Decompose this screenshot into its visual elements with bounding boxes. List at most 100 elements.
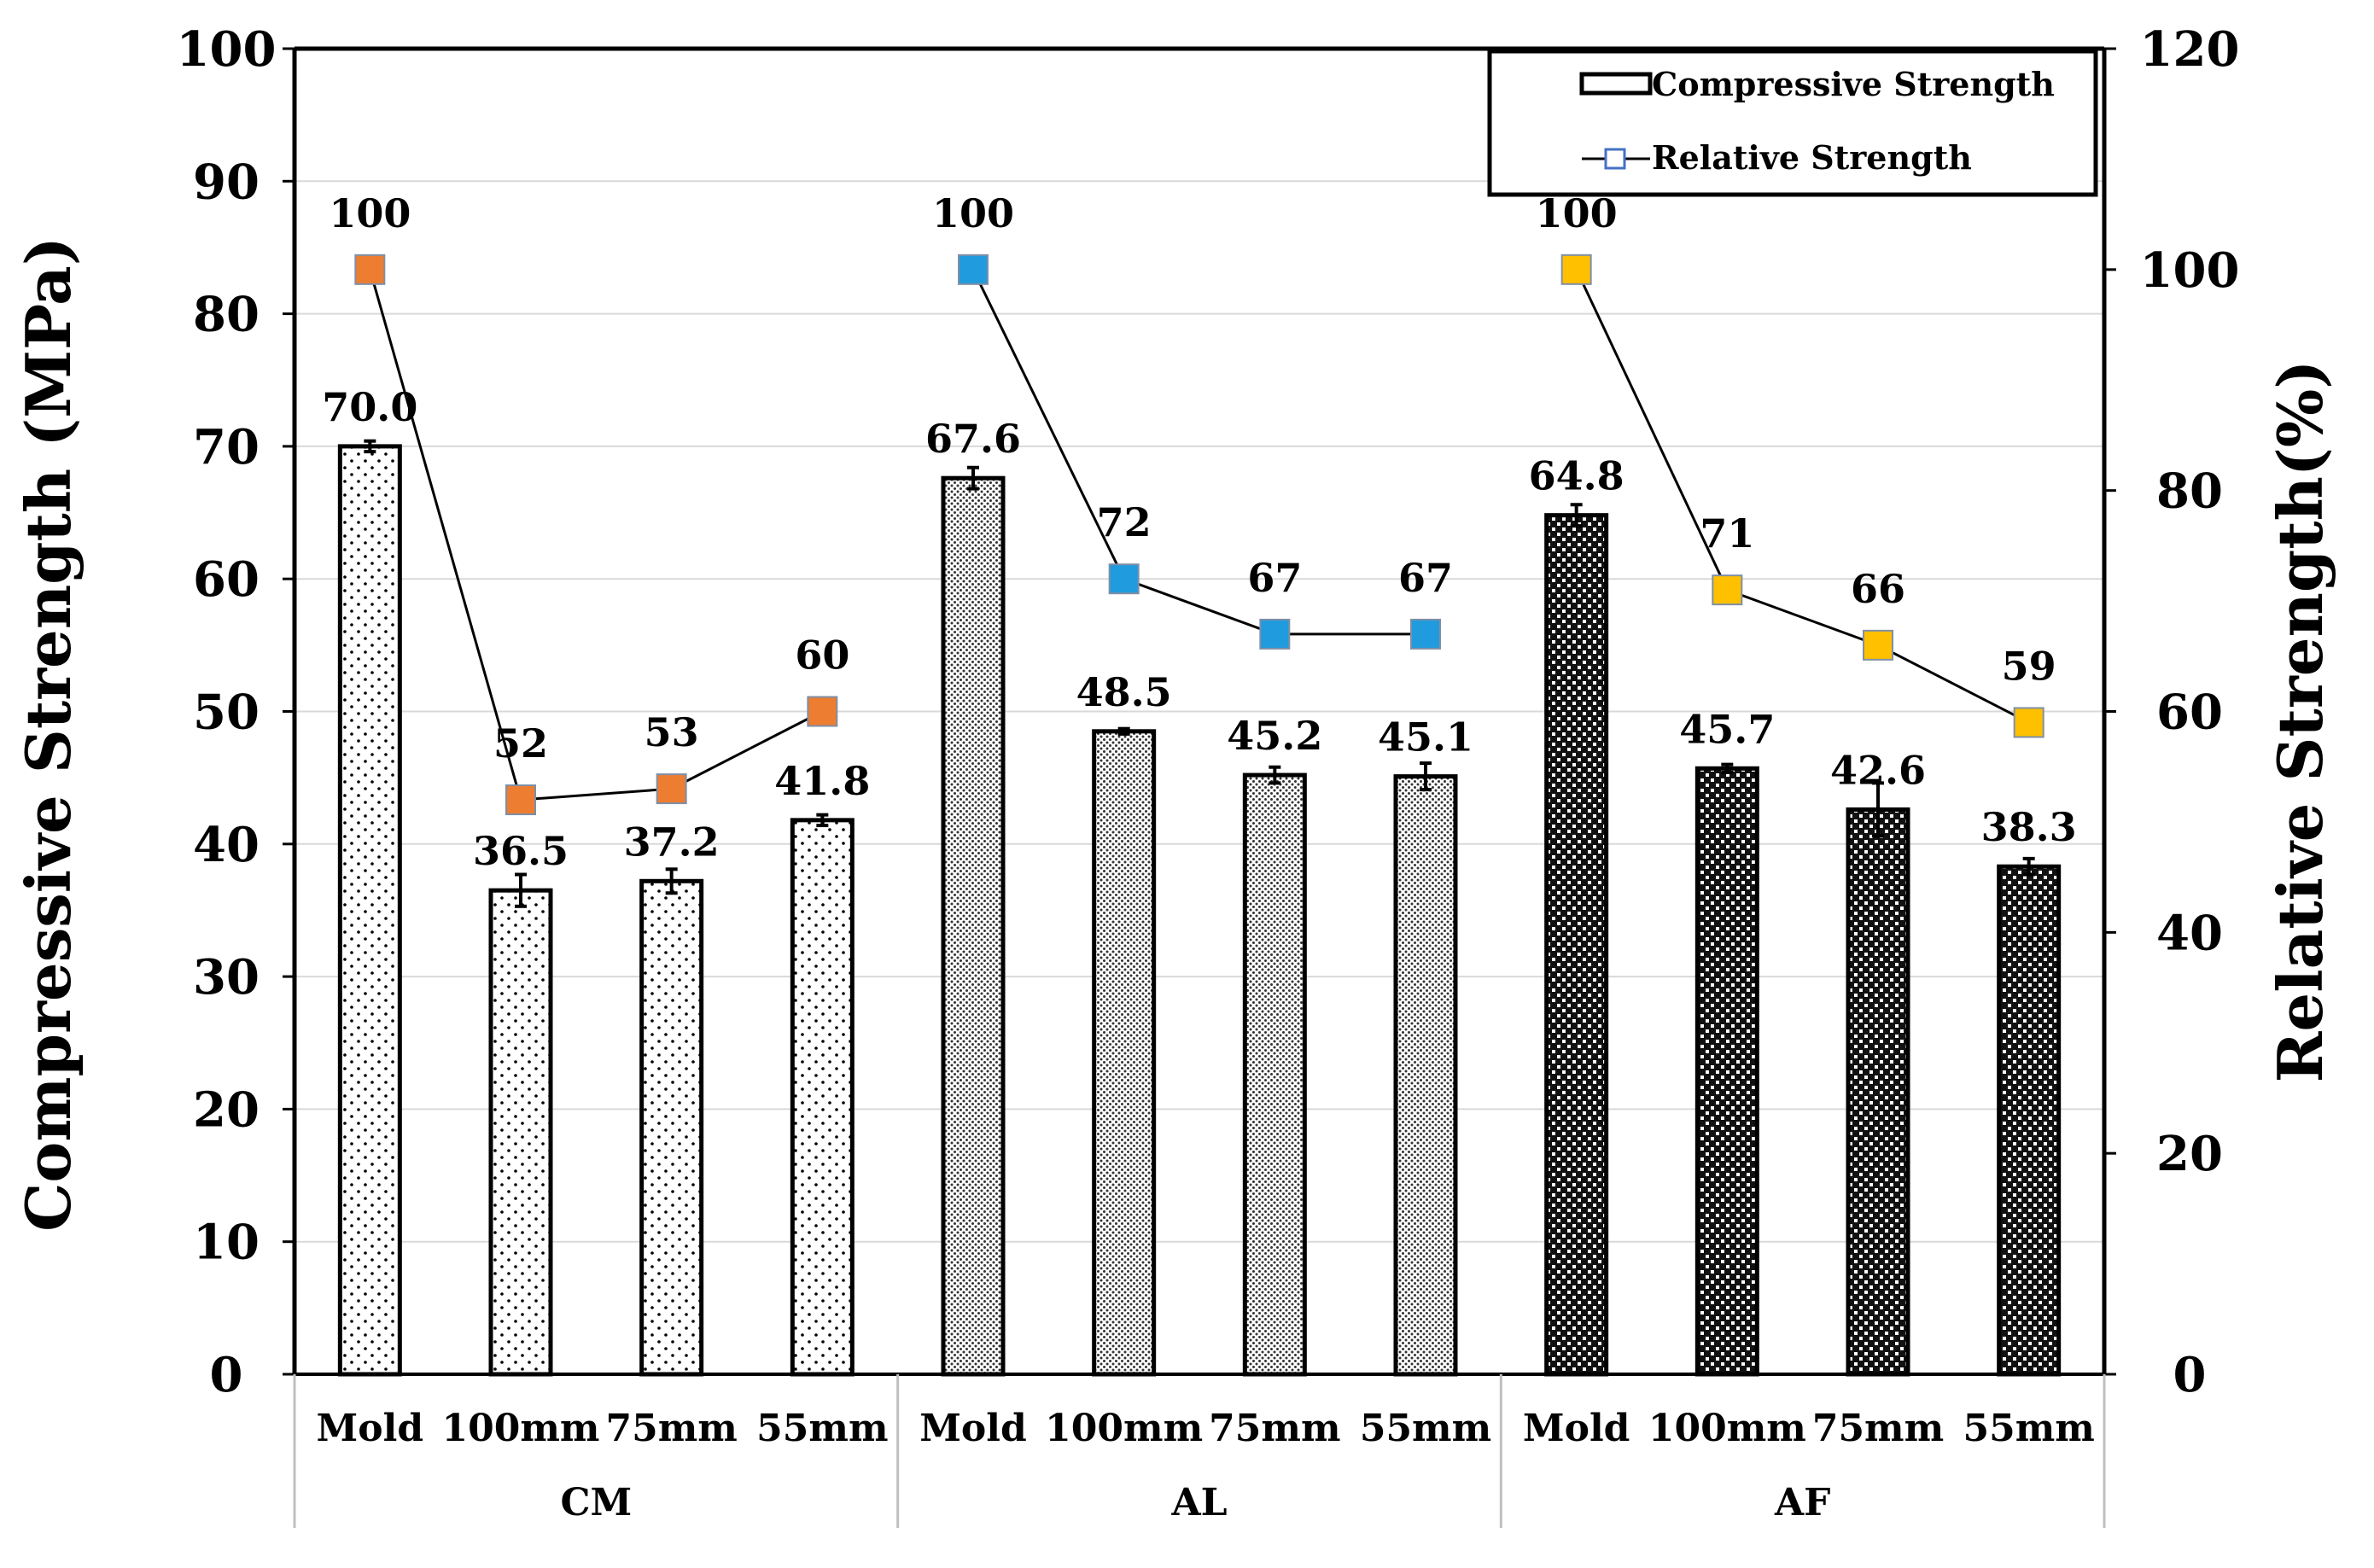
y-tick-label: 90 (193, 154, 260, 210)
relative-value-label: 100 (329, 190, 411, 236)
y2-tick-label: 100 (2140, 242, 2240, 299)
category-label: 100mm (1648, 1407, 1806, 1450)
legend-bar-swatch (1579, 72, 1653, 96)
y-tick-label: 60 (193, 551, 260, 608)
bar-value-label: 48.5 (1076, 669, 1172, 715)
y-axis-title: Compressive Strength (MPa) (12, 236, 85, 1232)
bar (1242, 772, 1307, 1377)
y-tick-label: 10 (193, 1215, 260, 1271)
category-label: 75mm (605, 1407, 737, 1450)
bar (941, 475, 1006, 1377)
relative-strength-marker (1108, 563, 1140, 595)
relative-strength-marker (505, 784, 536, 816)
y2-tick-label: 0 (2173, 1347, 2207, 1403)
legend: Compressive Strength Relative Strength (1487, 49, 2098, 197)
category-label: Mold (919, 1407, 1027, 1450)
relative-strength-marker (354, 254, 386, 285)
bar-value-label: 38.3 (1981, 804, 2077, 850)
y-tick-label: 0 (210, 1347, 243, 1403)
bar (1997, 864, 2062, 1377)
relative-value-label: 60 (795, 632, 849, 679)
relative-value-label: 71 (1700, 510, 1754, 557)
relative-strength-marker (1410, 618, 1441, 650)
data-labels: 70.0 36.5 37.2 41.8 67.6 48.5 45.2 45.1 64.8 45.7… (322, 190, 2076, 874)
bar-value-label: 41.8 (774, 758, 870, 804)
gridlines (295, 48, 2104, 1243)
relative-strength-marker (1259, 618, 1291, 650)
bar (790, 818, 855, 1377)
relative-strength-marker (656, 773, 687, 805)
relative-value-label: 52 (493, 720, 548, 767)
relative-strength-marker (1712, 574, 1743, 606)
relative-strength-marker (1560, 254, 1592, 285)
category-labels: Mold 100mm 75mm 55mm Mold 100mm 75mm 55mm Mold 10… (317, 1407, 2095, 1524)
legend-label-compressive: Compressive Strength (1652, 65, 2055, 103)
relative-strength-marker (2013, 707, 2044, 738)
relative-strength-marker (1863, 629, 1893, 661)
legend-label-relative: Relative Strength (1652, 138, 1972, 177)
bar-value-label: 37.2 (624, 819, 720, 865)
y2-axis-title: Relative Strength(%) (2264, 360, 2336, 1083)
bar (1393, 774, 1458, 1377)
bar-value-label: 64.8 (1529, 453, 1624, 499)
bar (1092, 729, 1157, 1377)
y-tick-label: 50 (193, 685, 260, 741)
relative-value-label: 67 (1247, 555, 1302, 601)
bar (337, 444, 402, 1377)
category-label: 55mm (1963, 1407, 2094, 1450)
relative-value-label: 66 (1851, 566, 1905, 612)
bar-value-label: 42.6 (1830, 747, 1926, 793)
relative-value-label: 100 (1536, 190, 1618, 236)
y2-tick-label: 60 (2156, 685, 2223, 741)
y2-tick-label: 120 (2140, 21, 2240, 78)
group-label: CM (560, 1481, 632, 1524)
group-label: AF (1774, 1481, 1830, 1524)
bar (639, 878, 704, 1377)
relative-strength-segment (1575, 269, 2030, 724)
category-label: 55mm (1360, 1407, 1491, 1450)
y-tick-label: 80 (193, 287, 260, 343)
legend-marker-swatch (1604, 148, 1626, 170)
bar-value-label: 45.1 (1378, 714, 1473, 761)
error-bars (364, 439, 2035, 908)
relative-value-label: 53 (645, 709, 699, 755)
relative-strength-marker (807, 696, 838, 727)
y-tick-label: 70 (193, 419, 260, 475)
y-tick-label: 40 (193, 817, 260, 873)
bar-value-label: 67.6 (925, 416, 1021, 462)
relative-strength-marker (958, 254, 989, 285)
category-label: Mold (317, 1407, 424, 1450)
bar (1544, 513, 1609, 1377)
y-tick-label: 30 (193, 949, 260, 1006)
relative-value-label: 67 (1398, 555, 1453, 601)
bar (1846, 807, 1910, 1377)
bar (488, 888, 553, 1377)
bars (337, 444, 2062, 1377)
relative-strength-line (354, 254, 2044, 816)
relative-value-label: 72 (1097, 499, 1152, 545)
category-label: 100mm (1045, 1407, 1203, 1450)
bar-value-label: 36.5 (473, 828, 569, 874)
relative-strength-segment (368, 269, 824, 801)
y2-tick-label: 80 (2156, 463, 2223, 520)
y2-tick-label: 20 (2156, 1126, 2223, 1182)
bar-value-label: 45.2 (1227, 713, 1322, 759)
tick-labels: 0 10 20 30 40 50 60 70 80 90 100 0 20 40 60 80 100 120 (177, 21, 2240, 1403)
category-label: 75mm (1209, 1407, 1340, 1450)
bar (1694, 766, 1759, 1377)
category-label: Mold (1523, 1407, 1630, 1450)
y2-tick-label: 40 (2156, 905, 2223, 961)
category-label: 55mm (756, 1407, 888, 1450)
axes (283, 46, 2116, 1528)
relative-value-label: 59 (2002, 643, 2056, 689)
y-tick-label: 20 (193, 1081, 260, 1138)
relative-strength-segment (971, 269, 1426, 636)
relative-value-label: 100 (932, 190, 1014, 236)
category-label: 100mm (442, 1407, 600, 1450)
category-label: 75mm (1812, 1407, 1944, 1450)
bar-value-label: 45.7 (1679, 706, 1775, 752)
group-label: AL (1170, 1481, 1227, 1524)
bar-value-label: 70.0 (322, 384, 417, 430)
y-tick-label: 100 (177, 21, 277, 78)
